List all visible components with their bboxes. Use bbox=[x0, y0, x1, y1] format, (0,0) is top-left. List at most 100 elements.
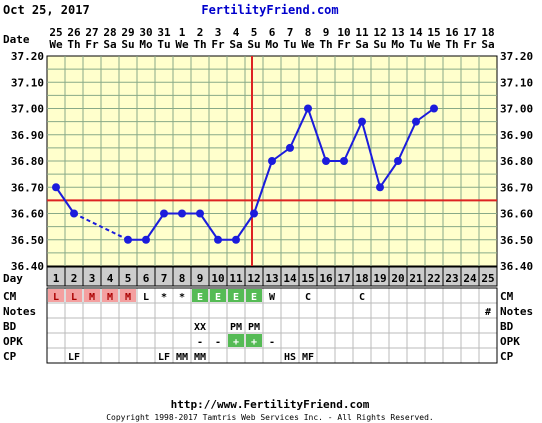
cycle-day-number: 9 bbox=[197, 272, 204, 285]
y-tick-label-left: 36.40 bbox=[11, 260, 44, 273]
cycle-day-number: 13 bbox=[265, 272, 278, 285]
weekday-label: Fr bbox=[337, 38, 351, 51]
temperature-line-segment bbox=[361, 121, 381, 188]
row-cell-cm: L bbox=[53, 292, 59, 303]
temperature-point bbox=[70, 209, 78, 218]
row-cell-cp: LF bbox=[158, 352, 170, 363]
cycle-day-number: 5 bbox=[125, 272, 132, 285]
weekday-label: Th bbox=[319, 38, 332, 51]
row-label-right-opk: OPK bbox=[500, 335, 520, 348]
temperature-point bbox=[430, 104, 438, 113]
highlight-cell bbox=[84, 289, 100, 302]
date-number: 12 bbox=[373, 26, 386, 39]
date-number: 25 bbox=[49, 26, 62, 39]
row-cell-cm: E bbox=[197, 292, 203, 303]
table-row bbox=[46, 302, 498, 319]
cycle-day-number: 7 bbox=[161, 272, 168, 285]
highlight-cell bbox=[228, 289, 244, 302]
cycle-day-number: 8 bbox=[179, 272, 186, 285]
cycle-day-number: 15 bbox=[301, 272, 314, 285]
row-cell-cm: E bbox=[233, 292, 239, 303]
weekday-label: Th bbox=[193, 38, 206, 51]
cycle-day-number: 11 bbox=[229, 272, 243, 285]
temperature-point bbox=[160, 209, 168, 218]
y-tick-label-left: 36.50 bbox=[11, 234, 44, 247]
temperature-point bbox=[286, 143, 294, 152]
cycle-day-number: 10 bbox=[211, 272, 224, 285]
y-tick-label-right: 37.00 bbox=[500, 103, 533, 116]
footer-url[interactable]: http://www.FertilityFriend.com bbox=[171, 398, 370, 411]
temperature-line-segment bbox=[253, 160, 273, 214]
row-label-opk: OPK bbox=[3, 335, 23, 348]
row-cell-cp: MM bbox=[176, 352, 188, 363]
weekday-label: Su bbox=[247, 38, 260, 51]
row-label-right-notes: Notes bbox=[500, 305, 533, 318]
highlight-cell bbox=[66, 289, 82, 302]
chart-date: Oct 25, 2017 bbox=[3, 3, 90, 17]
weekday-label: Th bbox=[67, 38, 80, 51]
date-number: 4 bbox=[233, 26, 240, 39]
cycle-day-number: 4 bbox=[107, 272, 114, 285]
date-number: 30 bbox=[139, 26, 152, 39]
temperature-line-segment bbox=[397, 121, 417, 162]
y-tick-label-left: 36.90 bbox=[11, 129, 44, 142]
row-cell-cm: * bbox=[179, 292, 185, 303]
row-cell-cm: E bbox=[251, 292, 257, 303]
row-cell-cp: MF bbox=[302, 352, 314, 363]
table-border bbox=[46, 287, 498, 364]
footer-copyright: Copyright 1998-2017 Tamtris Web Services… bbox=[106, 413, 434, 422]
row-cell-cm: M bbox=[89, 292, 95, 303]
y-tick-label-right: 37.20 bbox=[500, 50, 533, 63]
row-cell-cm: * bbox=[161, 292, 167, 303]
day-row-bg bbox=[46, 266, 498, 287]
weekday-label: We bbox=[49, 38, 63, 51]
cycle-day-number: 16 bbox=[319, 272, 333, 285]
date-number: 28 bbox=[103, 26, 116, 39]
y-tick-label-left: 36.60 bbox=[11, 208, 44, 221]
weekday-label: Su bbox=[373, 38, 386, 51]
cycle-day-number: 2 bbox=[71, 272, 78, 285]
temperature-line-segment bbox=[199, 212, 219, 241]
temperature-line-segment bbox=[289, 108, 309, 149]
weekday-label: Sa bbox=[481, 38, 494, 51]
weekday-label: Tu bbox=[409, 38, 422, 51]
highlight-cell bbox=[48, 289, 64, 302]
row-cell-opk: - bbox=[197, 337, 203, 348]
row-label-notes: Notes bbox=[3, 305, 36, 318]
row-cell-bd: XX bbox=[194, 322, 206, 333]
row-cell-opk: + bbox=[233, 337, 239, 348]
weekday-label: Sa bbox=[229, 38, 242, 51]
highlight-cell bbox=[246, 334, 262, 347]
row-cell-opk: - bbox=[269, 337, 275, 348]
temperature-line-segment bbox=[145, 212, 165, 241]
row-label-cm: CM bbox=[3, 290, 17, 303]
highlight-cell bbox=[120, 289, 136, 302]
highlight-cell bbox=[210, 289, 226, 302]
y-tick-label-left: 36.80 bbox=[11, 155, 44, 168]
cycle-day-number: 6 bbox=[143, 272, 150, 285]
weekday-label: Fr bbox=[463, 38, 477, 51]
temperature-point bbox=[250, 209, 258, 218]
weekday-label: Fr bbox=[211, 38, 225, 51]
y-tick-label-right: 36.80 bbox=[500, 155, 533, 168]
row-cell-notes: # bbox=[485, 307, 491, 318]
weekday-label: Tu bbox=[283, 38, 296, 51]
cycle-day-number: 25 bbox=[481, 272, 494, 285]
temperature-point bbox=[358, 117, 366, 126]
date-number: 27 bbox=[85, 26, 98, 39]
weekday-label: Su bbox=[121, 38, 134, 51]
row-cell-cm: C bbox=[359, 292, 365, 303]
date-number: 3 bbox=[215, 26, 222, 39]
cycle-day-number: 20 bbox=[391, 272, 404, 285]
row-cell-cm: M bbox=[125, 292, 131, 303]
row-label-bd: BD bbox=[3, 320, 17, 333]
row-label-right-cp: CP bbox=[500, 350, 514, 363]
temperature-line-segment bbox=[55, 186, 75, 215]
site-link[interactable]: FertilityFriend.com bbox=[201, 3, 338, 17]
temperature-point bbox=[232, 235, 240, 244]
temperature-point bbox=[124, 235, 132, 244]
temperature-point bbox=[196, 209, 204, 218]
row-cell-cm: L bbox=[143, 292, 149, 303]
temperature-point bbox=[268, 157, 276, 165]
